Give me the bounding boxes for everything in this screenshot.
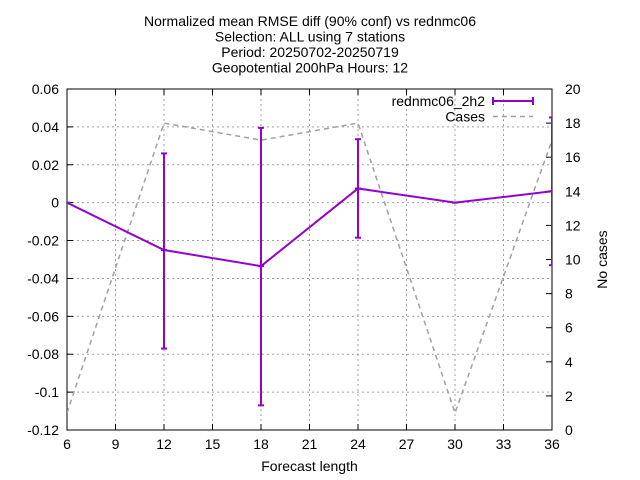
y2-tick-label: 4 (565, 354, 573, 370)
legend-label: rednmc06_2h2 (392, 93, 486, 109)
axes: 6 9 12 15 18 21 24 27 30 33 36-0.12-0.1-0.08-0.06-… (27, 81, 581, 452)
x-tick-label: 30 (447, 436, 463, 452)
y2-tick-label: 12 (565, 217, 581, 233)
y-tick-label: -0.08 (27, 346, 59, 362)
y2-tick-label: 18 (565, 115, 581, 131)
y2-tick-label: 2 (565, 388, 573, 404)
x-tick-label: 18 (253, 436, 269, 452)
y2-axis-label: No cases (594, 230, 610, 288)
chart-title: Normalized mean RMSE diff (90% conf) vs … (144, 13, 476, 76)
title-line: Period: 20250702-20250719 (221, 44, 399, 60)
x-tick-label: 12 (156, 436, 172, 452)
legend-label: Cases (445, 109, 485, 125)
y-tick-label: 0 (51, 195, 59, 211)
y2-tick-label: 14 (565, 183, 581, 199)
y2-tick-label: 10 (565, 252, 581, 268)
y-tick-label: -0.1 (35, 384, 59, 400)
y-tick-label: -0.04 (27, 270, 59, 286)
y2-tick-label: 6 (565, 320, 573, 336)
title-line: Geopotential 200hPa Hours: 12 (212, 60, 408, 76)
series-line-rednmc06-2h2 (67, 187, 552, 268)
y-tick-label: -0.12 (27, 422, 59, 438)
y2-tick-label: 0 (565, 422, 573, 438)
grid (66, 88, 553, 431)
x-tick-label: 33 (496, 436, 512, 452)
y-tick-label: 0.02 (32, 157, 59, 173)
title-line: Normalized mean RMSE diff (90% conf) vs … (144, 13, 476, 29)
y2-tick-label: 16 (565, 149, 581, 165)
x-tick-label: 27 (399, 436, 415, 452)
y2-tick-label: 8 (565, 286, 573, 302)
x-tick-label: 21 (302, 436, 318, 452)
y2-tick-label: 20 (565, 81, 581, 97)
series-line-cases (67, 122, 552, 416)
x-tick-label: 15 (205, 436, 221, 452)
y-tick-label: 0.04 (32, 119, 59, 135)
y-tick-label: -0.02 (27, 233, 59, 249)
x-tick-label: 6 (63, 436, 71, 452)
x-tick-label: 9 (112, 436, 120, 452)
series (67, 116, 552, 416)
y-tick-label: 0.06 (32, 81, 59, 97)
title-line: Selection: ALL using 7 stations (215, 29, 405, 45)
x-axis-label: Forecast length (261, 458, 358, 474)
y-tick-label: -0.06 (27, 308, 59, 324)
x-tick-label: 36 (544, 436, 560, 452)
x-tick-label: 24 (350, 436, 366, 452)
